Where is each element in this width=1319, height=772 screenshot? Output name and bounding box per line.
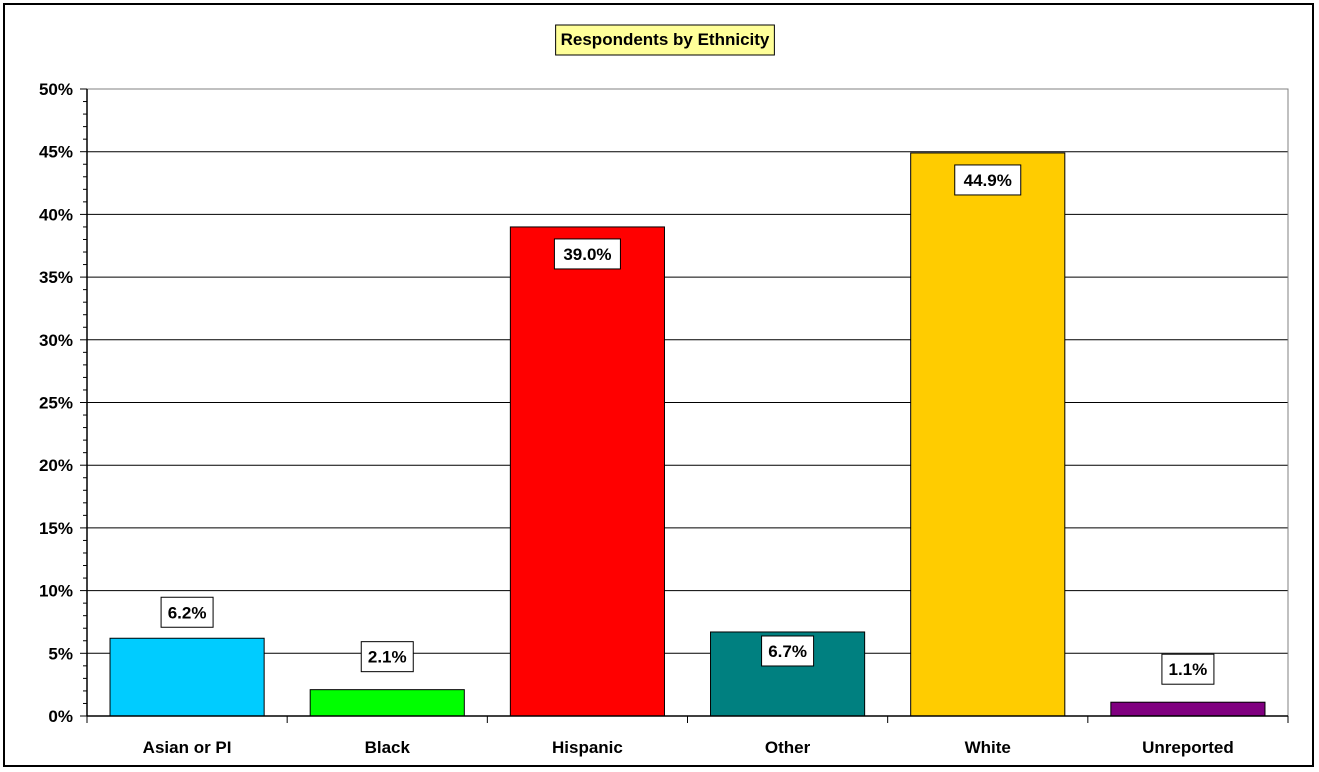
chart-title-box — [555, 24, 775, 56]
y-tick-label: 30% — [39, 331, 73, 350]
data-label-text: 39.0% — [563, 245, 611, 264]
bar — [109, 637, 265, 717]
data-label: 44.9% — [954, 164, 1022, 196]
x-tick-label: Hispanic — [552, 738, 623, 757]
y-tick-label: 20% — [39, 456, 73, 475]
y-tick-label: 25% — [39, 394, 73, 413]
data-label-box — [1161, 653, 1215, 685]
y-tick-label: 15% — [39, 519, 73, 538]
data-label: 6.7% — [761, 635, 815, 667]
bar — [1110, 701, 1266, 717]
data-label-box — [360, 641, 414, 673]
data-label: 6.2% — [160, 596, 214, 628]
bars — [109, 152, 1266, 717]
data-label: 2.1% — [360, 641, 414, 673]
x-tick-label: Other — [765, 738, 811, 757]
x-tick-label: White — [965, 738, 1011, 757]
bar — [509, 226, 665, 717]
data-label-box — [553, 238, 621, 270]
y-tick-label: 40% — [39, 205, 73, 224]
axes: 0% 5% 10% 15% 20% 25% 30% 35% 40% 45% 50% Asian or … — [39, 80, 1289, 757]
x-tick-label: Black — [365, 738, 411, 757]
data-label-text: 1.1% — [1169, 660, 1208, 679]
data-label-box — [761, 635, 815, 667]
gridlines — [86, 88, 1289, 717]
y-tick-label: 0% — [48, 707, 73, 726]
data-labels: 6.2% 2.1% 39.0% 6.7% 44.9% 1.1% — [160, 164, 1215, 685]
y-tick-label: 35% — [39, 268, 73, 287]
data-label-text: 6.7% — [768, 642, 807, 661]
bar — [309, 689, 465, 717]
y-tick-label: 50% — [39, 80, 73, 99]
chart-title-group: Respondents by Ethnicity — [555, 24, 775, 56]
x-tick-label: Asian or PI — [143, 738, 232, 757]
data-label-box — [954, 164, 1022, 196]
y-tick-label: 5% — [48, 644, 73, 663]
x-tick-label: Unreported — [1142, 738, 1234, 757]
bar — [910, 152, 1066, 717]
data-label-text: 2.1% — [368, 648, 407, 667]
y-tick-label: 10% — [39, 582, 73, 601]
data-label-text: 6.2% — [168, 603, 207, 622]
data-label: 1.1% — [1161, 653, 1215, 685]
y-tick-label: 45% — [39, 143, 73, 162]
chart-title: Respondents by Ethnicity — [561, 30, 770, 49]
data-label-box — [160, 596, 214, 628]
data-label: 39.0% — [553, 238, 621, 270]
data-label-text: 44.9% — [964, 171, 1012, 190]
